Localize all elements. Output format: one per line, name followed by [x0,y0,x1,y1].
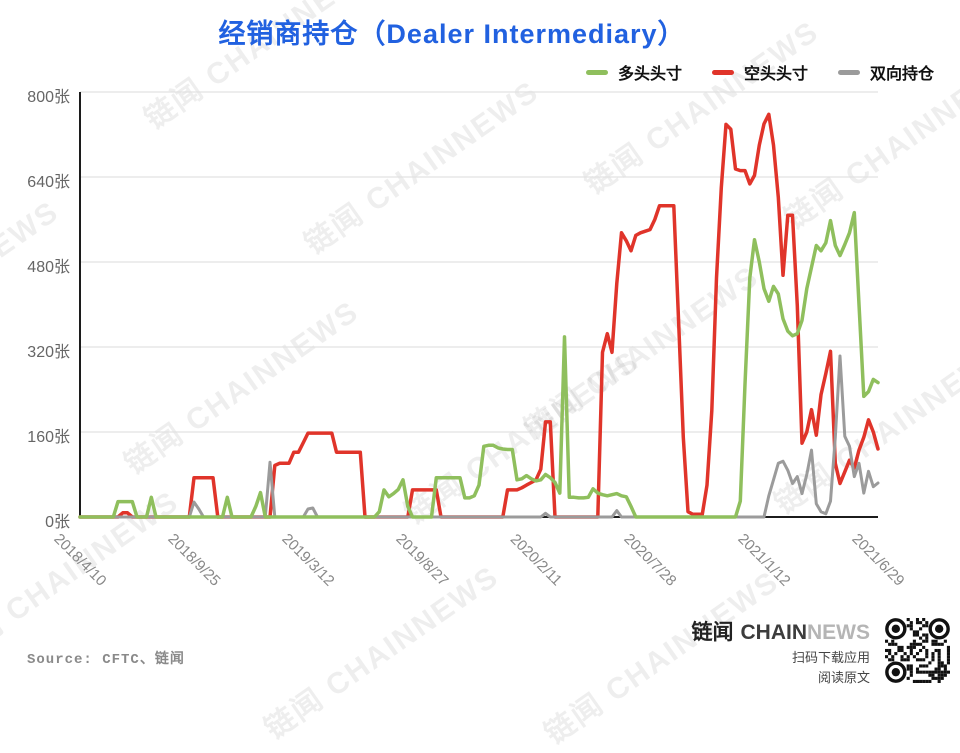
y-axis-label: 800张 [27,89,70,106]
y-axis-label: 320张 [27,344,70,361]
legend-dash-icon [585,69,608,75]
legend-label: 空头头寸 [743,66,808,83]
y-axis-label: 160张 [27,429,70,446]
y-axis-label: 480张 [27,259,70,276]
legend-label: 多头头寸 [617,66,682,83]
legend-item-2[interactable]: 空头头寸 [711,60,808,84]
qr-code[interactable] [885,618,950,683]
legend-dash-icon [837,69,860,75]
brand-logo: 链闻 CHAINNEWS [692,616,871,646]
chart-legend: 多头头寸 空头头寸 双向持仓 [585,60,934,84]
source-label: Source: CFTC、链闻 [27,652,185,668]
series-line-1 [78,210,880,519]
brand-en-light-text: NEWS [807,621,870,644]
legend-item-1[interactable]: 多头头寸 [585,60,682,84]
y-axis-label: 640张 [27,174,70,191]
qr-code-image [885,618,950,683]
legend-dash-icon [711,69,734,75]
footer-brand: 链闻 CHAINNEWS 扫码下载应用 阅读原文 [692,616,871,686]
series-line-2 [78,112,880,519]
brand-en-dark-text: CHAIN [740,621,808,644]
chart-canvas [78,91,880,519]
brand-cn-text: 链闻 [691,621,734,644]
legend-item-3[interactable]: 双向持仓 [837,60,934,84]
chart-title: 经销商持仓（Dealer Intermediary） [218,19,686,49]
read-original-text: 阅读原文 [817,670,870,685]
scan-hint-text: 扫码下载应用 [791,650,870,665]
y-axis-label: 0张 [45,514,70,531]
legend-label: 双向持仓 [869,66,934,83]
series-line-3 [78,354,880,519]
